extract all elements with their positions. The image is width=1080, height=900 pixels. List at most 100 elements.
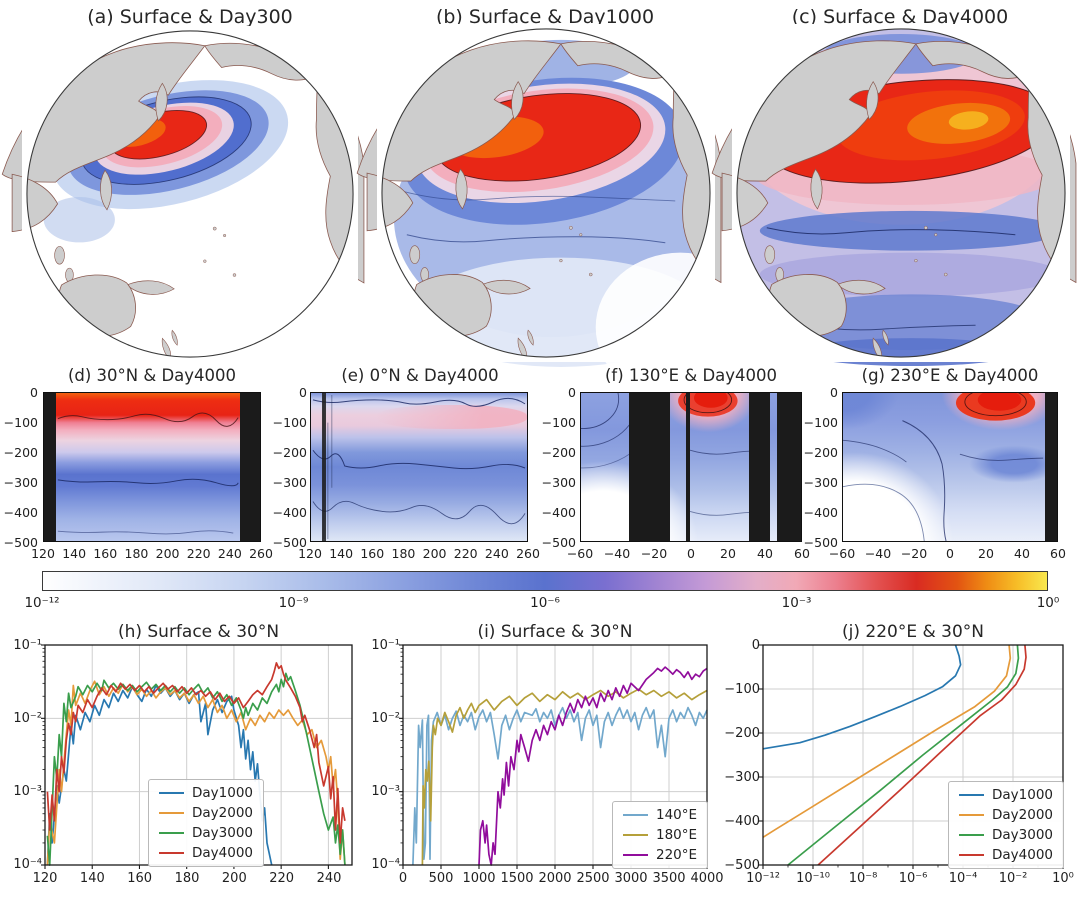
section-e-xaxis: 120 140 160 180 200 220 240 260: [298, 546, 540, 561]
line-swatch: [623, 814, 648, 816]
globe-outline: [26, 30, 354, 358]
series-line-Day1000: [762, 644, 962, 750]
line-swatch: [959, 854, 984, 856]
series-line-180°E: [421, 688, 708, 866]
land-bar: [749, 393, 770, 541]
section-e-contours: [312, 394, 526, 540]
series-line-Day4000: [46, 662, 346, 844]
colorbar-ticks: 10⁻¹² 10⁻⁹ 10⁻⁶ 10⁻³ 10⁰: [24, 595, 1060, 611]
panel-i-title: (i) Surface & 30°N: [477, 622, 633, 642]
land-bar: [240, 393, 260, 541]
land-bar: [777, 393, 801, 541]
line-swatch: [159, 812, 184, 814]
series-line-220°E: [478, 666, 708, 866]
series-line-Day3000: [46, 672, 346, 866]
section-g-xaxis: −60 −40 −20 0 20 40 60: [828, 546, 1066, 561]
j-xaxis: 10⁻¹² 10⁻¹⁰ 10⁻⁸ 10⁻⁶ 10⁻⁴ 10⁻² 10⁰: [746, 871, 1074, 886]
section-g-yaxis: 0 −100 −200 −300 −400 −500: [803, 384, 838, 550]
legend-label: Day4000: [192, 845, 254, 861]
legend-item: 140°E: [623, 807, 697, 823]
section-f-heatmap: [580, 392, 802, 542]
panel-g-title: (g) 230°E & Day4000: [861, 366, 1039, 385]
panel-j-title: (j) 220°E & 30°N: [842, 622, 984, 642]
legend-h: Day1000 Day2000 Day3000 Day4000: [148, 779, 265, 867]
legend-label: Day2000: [992, 807, 1054, 823]
legend-label: 140°E: [656, 807, 698, 823]
line-chart-j: [759, 644, 1064, 869]
globe-a-map: [1, 26, 365, 362]
legend-item: Day3000: [959, 827, 1053, 843]
land-bar: [44, 393, 56, 541]
panel-h-title: (h) Surface & 30°N: [117, 622, 280, 642]
legend-label: Day4000: [992, 847, 1054, 863]
legend-label: 180°E: [656, 827, 698, 843]
i-xaxis: 0 500 1000 1500 2000 2500 3000 3500 4000: [398, 871, 724, 886]
legend-label: Day1000: [992, 787, 1054, 803]
section-g-heatmap: [842, 392, 1058, 542]
globe-outline: [736, 28, 1066, 358]
legend-item: Day1000: [159, 785, 253, 801]
land-bar: [686, 393, 690, 541]
section-d-yaxis: 0 −100 −200 −300 −400 −500: [3, 384, 38, 550]
legend-item: Day2000: [959, 807, 1053, 823]
legend-label: Day3000: [992, 827, 1054, 843]
h-xaxis: 120 140 160 180 200 220 240: [32, 871, 342, 886]
legend-item: 180°E: [623, 827, 697, 843]
i-yaxis: 10⁻¹ 10⁻² 10⁻³ 10⁻⁴: [371, 637, 400, 873]
section-g-contours: [843, 393, 1044, 541]
section-g-blue-midright: [843, 393, 1057, 541]
legend-j: Day1000 Day2000 Day3000 Day4000: [948, 781, 1065, 869]
globe-c-map: [711, 24, 1077, 366]
legend-item: Day1000: [959, 787, 1053, 803]
section-d-heatmap: [43, 392, 261, 542]
panel-a-title: (a) Surface & Day300: [87, 6, 293, 28]
line-chart-h: [41, 644, 353, 869]
section-f-xaxis: −60 −40 −20 0 20 40 60: [566, 546, 810, 561]
section-e-pink-band: [375, 404, 527, 429]
section-e-heatmap: [310, 392, 528, 542]
section-d-field: [44, 393, 260, 541]
section-f-yaxis: 0 −100 −200 −300 −400 −500: [541, 384, 576, 550]
globe-outline: [381, 28, 711, 358]
panel-c-title: (c) Surface & Day4000: [791, 6, 1009, 28]
section-d-contours: [57, 412, 239, 535]
j-yaxis: 0 −100 −200 −300 −400 −500: [724, 637, 760, 873]
line-swatch: [959, 814, 984, 816]
legend-label: 220°E: [656, 847, 698, 863]
line-swatch: [623, 834, 648, 836]
colorbar: [42, 571, 1048, 591]
line-swatch: [959, 834, 984, 836]
series-line-Day4000: [817, 644, 1027, 866]
panel-d-title: (d) 30°N & Day4000: [67, 366, 237, 385]
h-yaxis: 10⁻¹ 10⁻² 10⁻³ 10⁻⁴: [13, 637, 42, 873]
legend-label: Day2000: [192, 805, 254, 821]
series-line-Day2000: [46, 680, 346, 866]
series-line-Day1000: [46, 684, 273, 866]
legend-i: 140°E 180°E 220°E: [612, 801, 709, 869]
globe-mask: [732, 24, 1070, 362]
land-bar: [1045, 393, 1057, 541]
legend-item: Day2000: [159, 805, 253, 821]
section-e-yaxis: 0 −100 −200 −300 −400 −500: [272, 384, 307, 550]
line-swatch: [159, 852, 184, 854]
legend-item: Day3000: [159, 825, 253, 841]
section-d-xaxis: 120 140 160 180 200 220 240 260: [31, 546, 273, 561]
series-line-Day3000: [787, 644, 1020, 866]
globe-mask: [377, 24, 715, 362]
legend-item: 220°E: [623, 847, 697, 863]
line-swatch: [959, 794, 984, 796]
line-swatch: [159, 832, 184, 834]
legend-label: Day1000: [192, 785, 254, 801]
line-swatch: [623, 854, 648, 856]
globe-b-map: [356, 24, 765, 402]
panel-e-title: (e) 0°N & Day4000: [341, 366, 499, 385]
panel-b-title: (b) Surface & Day1000: [435, 6, 655, 28]
land-bar: [629, 393, 670, 541]
land-bar: [322, 393, 326, 541]
legend-label: Day3000: [192, 825, 254, 841]
legend-item: Day4000: [159, 845, 253, 861]
globe-mask: [22, 26, 358, 362]
line-swatch: [159, 792, 184, 794]
legend-item: Day4000: [959, 847, 1053, 863]
